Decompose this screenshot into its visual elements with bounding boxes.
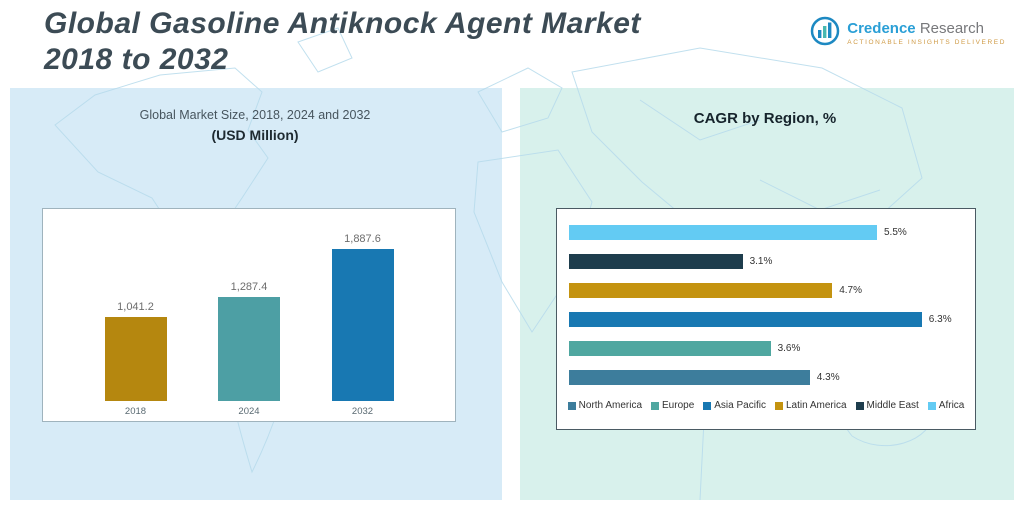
page-title-line1: Global Gasoline Antiknock Agent Market xyxy=(44,7,641,40)
bar-category-label: 2032 xyxy=(351,406,374,417)
brand-research: Research xyxy=(919,19,985,37)
legend-swatch xyxy=(927,401,936,410)
bar-value-label: 1,887.6 xyxy=(344,233,381,245)
legend-label: Middle East xyxy=(866,400,919,411)
legend-swatch xyxy=(567,401,576,410)
legend-label: Latin America xyxy=(785,400,847,411)
bar-latin-america xyxy=(569,283,833,298)
legend-item-asia-pacific: Asia Pacific xyxy=(703,400,766,411)
page-title-line2: 2018 to 2032 xyxy=(44,43,229,76)
brand-name: Credence Research xyxy=(847,19,1006,38)
bar-asia-pacific xyxy=(569,312,922,327)
bar-value-label: 3.6% xyxy=(777,343,801,354)
bar-2032 xyxy=(331,249,394,401)
bar-north-america xyxy=(569,370,810,385)
bar-value-label: 1,041.2 xyxy=(117,301,154,314)
bar-value-label: 4.7% xyxy=(839,285,862,296)
market-size-bars: 1,041.2 2018 1,287.4 2024 1,887.6 2032 xyxy=(53,215,445,417)
market-size-title-text: Global Market Size, 2018, 2024 and 2032 xyxy=(139,108,371,122)
brand-tagline: Actionable Insights Delivered xyxy=(847,39,1006,47)
legend-swatch xyxy=(855,401,864,410)
bar-value-label: 5.5% xyxy=(884,227,907,238)
bar-europe xyxy=(569,341,771,356)
page-title: Global Gasoline Antiknock Agent Market 2… xyxy=(44,6,641,78)
bar-value-label: 3.1% xyxy=(749,256,773,267)
bar-group-2032: 1,887.6 2032 xyxy=(331,233,394,417)
legend-item-north-america: North America xyxy=(567,400,643,411)
legend-item-europe: Europe xyxy=(651,400,694,411)
market-size-chart: 1,041.2 2018 1,287.4 2024 1,887.6 2032 xyxy=(42,208,456,422)
legend-swatch xyxy=(651,401,660,410)
bar-chart-circle-icon xyxy=(810,16,840,51)
legend-label: Africa xyxy=(938,400,965,411)
legend-label: Europe xyxy=(662,400,695,411)
bar-value-label: 4.3% xyxy=(816,372,840,383)
bar-africa xyxy=(569,225,877,240)
bar-middle-east xyxy=(569,254,743,269)
legend-swatch xyxy=(774,401,783,410)
legend-item-latin-america: Latin America xyxy=(774,400,847,411)
market-size-chart-title: Global Market Size, 2018, 2024 and 2032 … xyxy=(60,108,450,143)
bar-group-2018: 1,041.2 2018 xyxy=(104,301,167,417)
bar-row-asia-pacific: 6.3% xyxy=(569,312,963,327)
bar-row-africa: 5.5% xyxy=(569,225,963,240)
legend-swatch xyxy=(703,401,712,410)
bar-value-label: 6.3% xyxy=(928,314,952,325)
bar-category-label: 2024 xyxy=(238,406,260,417)
cagr-legend: North America Europe Asia Pacific Latin … xyxy=(567,400,965,411)
bar-category-label: 2018 xyxy=(124,406,147,417)
cagr-chart-title: CAGR by Region, % xyxy=(693,110,837,127)
bar-2024 xyxy=(218,297,280,401)
bar-group-2024: 1,287.4 2024 xyxy=(218,281,280,417)
bar-2018 xyxy=(104,317,167,401)
legend-label: North America xyxy=(578,400,643,411)
cagr-chart: 5.5% 3.1% 4.7% 6.3% 3.6% 4.3% North Amer… xyxy=(556,208,976,430)
brand-credence: Credence xyxy=(847,19,916,37)
bar-row-europe: 3.6% xyxy=(569,341,963,356)
legend-label: Asia Pacific xyxy=(714,400,766,411)
legend-item-middle-east: Middle East xyxy=(855,400,919,411)
logo-text: Credence Research Actionable Insights De… xyxy=(847,19,1006,47)
bar-row-north-america: 4.3% xyxy=(569,370,963,385)
cagr-bars: 5.5% 3.1% 4.7% 6.3% 3.6% 4.3% xyxy=(569,225,963,385)
bar-value-label: 1,287.4 xyxy=(230,281,268,294)
legend-item-africa: Africa xyxy=(927,400,965,411)
bar-row-latin-america: 4.7% xyxy=(569,283,963,298)
market-size-subtitle-text: (USD Million) xyxy=(211,127,299,143)
credence-research-logo: Credence Research Actionable Insights De… xyxy=(810,16,1006,51)
bar-row-middle-east: 3.1% xyxy=(569,254,963,269)
